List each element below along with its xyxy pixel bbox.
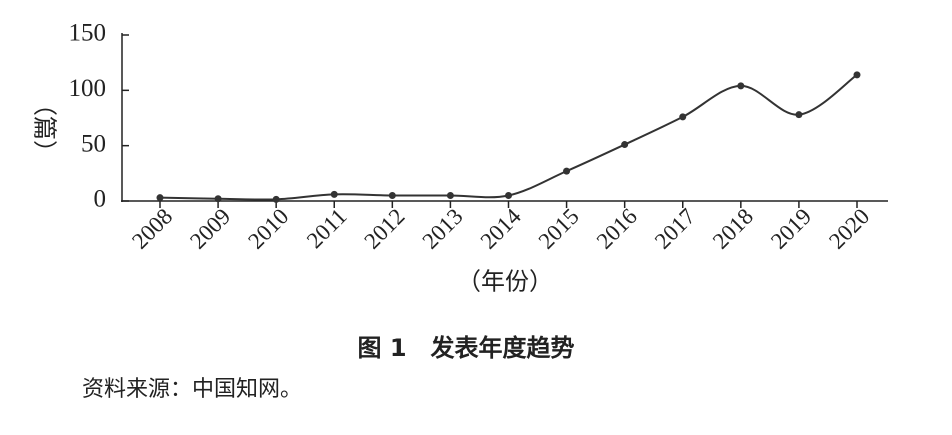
data-point <box>446 191 454 199</box>
data-point <box>330 190 338 198</box>
x-tick-label: 2018 <box>708 204 758 254</box>
y-tick-label: 100 <box>69 75 107 102</box>
y-axis-label: （篇） <box>30 92 57 164</box>
data-line <box>159 74 858 201</box>
x-tick-label: 2020 <box>824 204 874 254</box>
source-note: 资料来源：中国知网。 <box>82 376 302 401</box>
data-point <box>156 194 164 202</box>
data-point <box>214 195 222 203</box>
x-tick-label: 2008 <box>127 204 177 254</box>
y-tick-label: 150 <box>69 20 107 47</box>
x-tick-label: 2017 <box>650 204 700 254</box>
x-tick-label: 2012 <box>359 204 409 254</box>
data-point <box>621 141 629 149</box>
y-tick-label: 0 <box>94 186 107 213</box>
x-tick-label: 2014 <box>476 203 527 254</box>
x-tick-label: 2011 <box>302 204 352 254</box>
chart-title: 图 1 发表年度趋势 <box>357 334 574 362</box>
data-point <box>563 167 571 175</box>
x-tick-label: 2016 <box>592 204 642 254</box>
x-tick-label: 2015 <box>534 204 584 254</box>
x-tick-label: 2019 <box>766 204 816 254</box>
data-point <box>737 82 745 90</box>
y-tick-label: 50 <box>81 130 106 157</box>
data-point <box>795 111 803 119</box>
data-point <box>679 113 687 121</box>
x-tick-label: 2009 <box>185 204 235 254</box>
data-point <box>388 191 396 199</box>
data-point <box>505 191 512 199</box>
x-axis-label: （年份） <box>457 269 553 296</box>
x-tick-label: 2013 <box>417 204 467 254</box>
data-point <box>853 71 861 79</box>
data-point <box>272 195 280 203</box>
x-tick-label: 2010 <box>243 204 293 254</box>
